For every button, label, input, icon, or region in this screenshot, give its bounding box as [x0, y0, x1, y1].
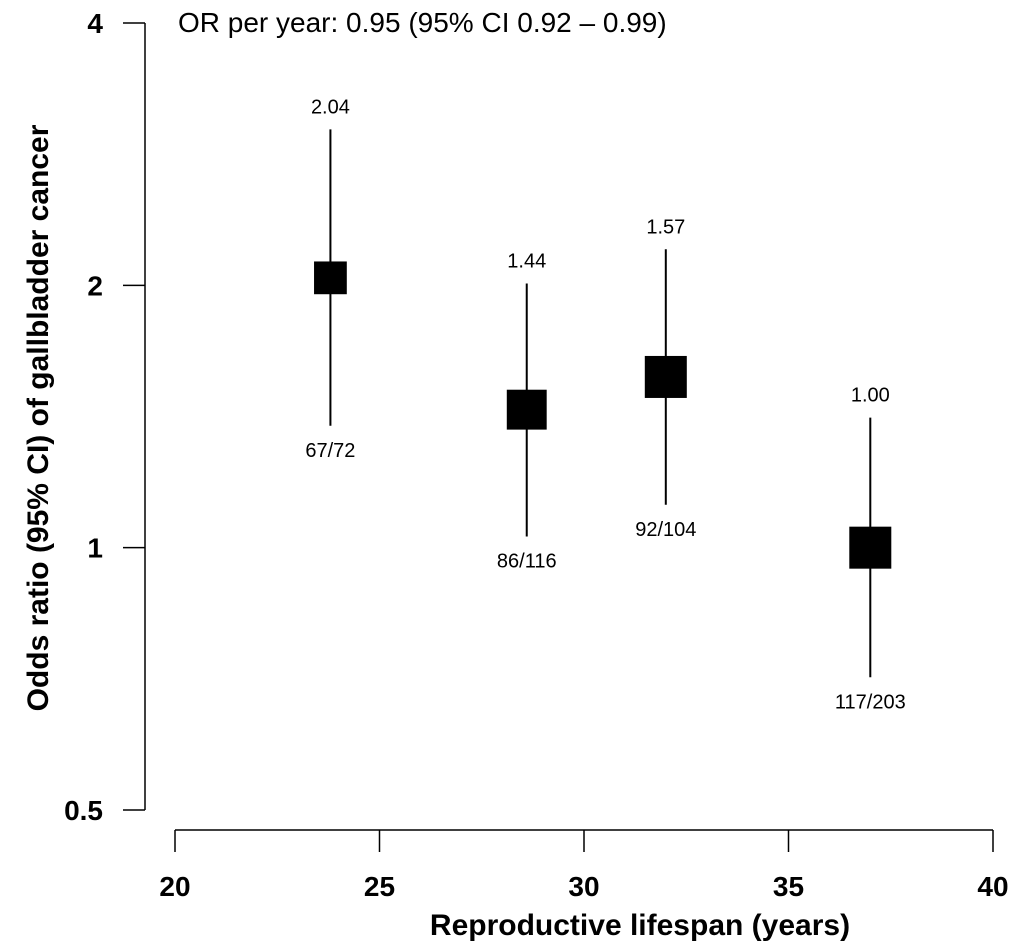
x-axis: 20 25 30 35 40	[159, 829, 1009, 902]
x-tick-label: 25	[364, 871, 395, 902]
or-square	[314, 261, 347, 295]
or-per-year-annotation: OR per year: 0.95 (95% CI 0.92 – 0.99)	[178, 7, 667, 38]
or-square	[506, 389, 547, 430]
or-value-label: 1.44	[507, 250, 546, 272]
or-value-label: 2.04	[311, 96, 350, 118]
or-value-label: 1.00	[851, 385, 890, 407]
x-tick-label: 35	[773, 871, 804, 902]
y-tick-label: 0.5	[64, 795, 103, 826]
or-point-group: 2.04 67/72	[305, 96, 355, 461]
x-tick-label: 40	[977, 871, 1008, 902]
cases-label: 67/72	[305, 440, 355, 462]
y-tick-label: 4	[87, 8, 103, 39]
y-tick-label: 1	[87, 533, 103, 564]
cases-label: 117/203	[835, 691, 906, 713]
or-point-group: 1.44 86/116	[497, 250, 557, 572]
or-point-group: 1.57 92/104	[635, 216, 696, 541]
y-axis-title: Odds ratio (95% CI) of gallbladder cance…	[22, 124, 55, 711]
y-tick-label: 2	[87, 270, 103, 301]
or-square	[849, 526, 892, 569]
y-axis: 0.5 1 2 4	[64, 8, 146, 826]
data-marks: 2.04 67/72 1.44 86/116 1.57 92/104 1.00 117/203	[305, 96, 905, 713]
x-tick-label: 30	[568, 871, 599, 902]
cases-label: 86/116	[497, 550, 557, 572]
x-axis-title: Reproductive lifespan (years)	[430, 909, 850, 942]
cases-label: 92/104	[635, 519, 696, 541]
or-square	[644, 355, 687, 398]
or-point-group: 1.00 117/203	[835, 385, 906, 714]
x-tick-label: 20	[159, 871, 190, 902]
or-value-label: 1.57	[646, 216, 685, 238]
